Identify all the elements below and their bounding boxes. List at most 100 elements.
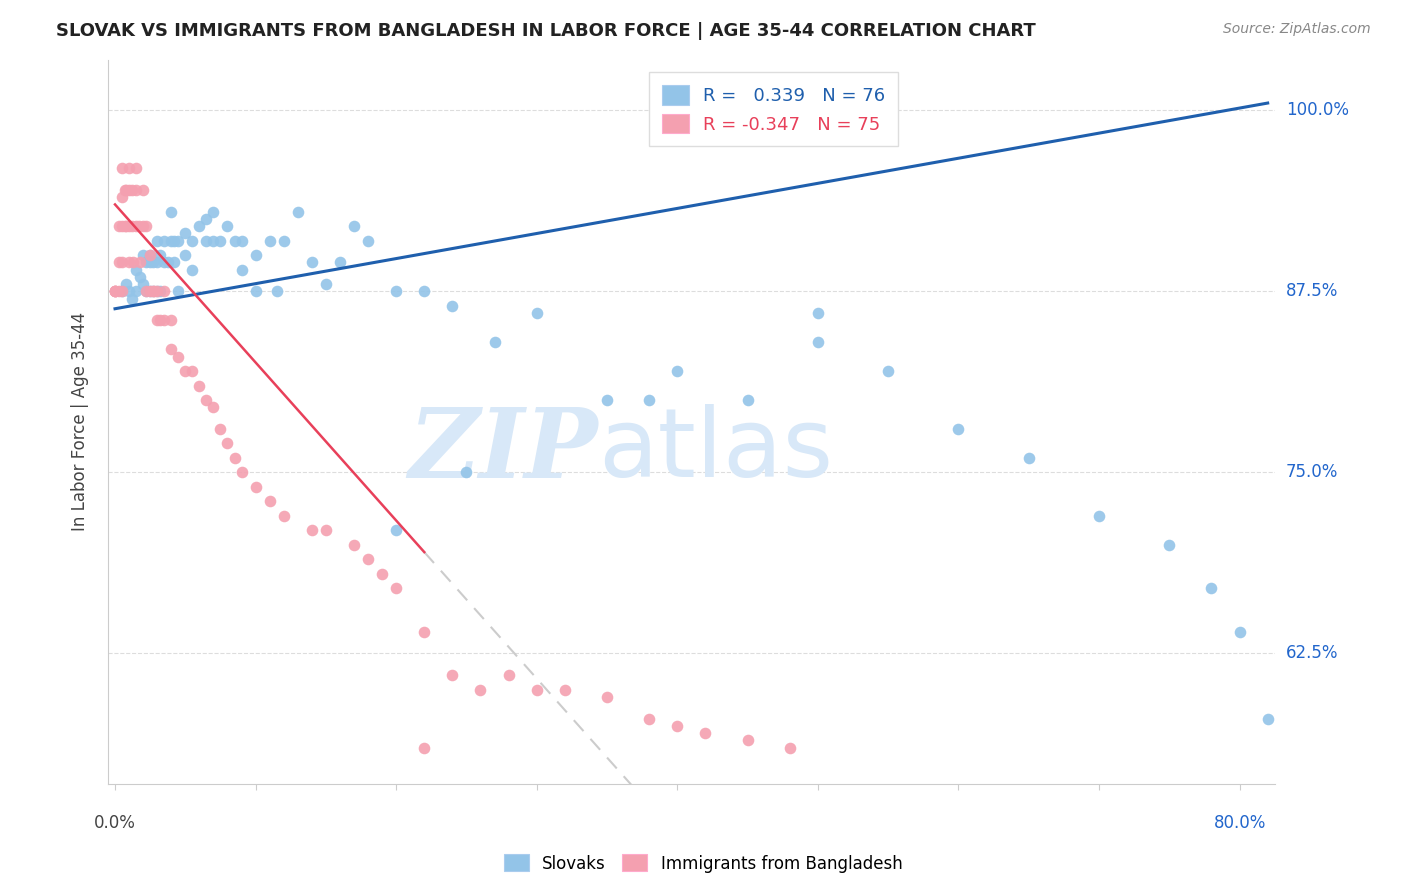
Point <box>104 285 127 299</box>
Point <box>357 234 380 248</box>
Point <box>456 466 478 480</box>
Point <box>104 285 127 299</box>
Point <box>181 364 204 378</box>
Point <box>357 552 380 566</box>
Text: SLOVAK VS IMMIGRANTS FROM BANGLADESH IN LABOR FORCE | AGE 35-44 CORRELATION CHAR: SLOVAK VS IMMIGRANTS FROM BANGLADESH IN … <box>56 22 1036 40</box>
Point <box>1159 538 1181 552</box>
Text: atlas: atlas <box>598 404 834 497</box>
Point <box>174 248 197 262</box>
Point <box>146 285 169 299</box>
Point <box>1018 450 1040 465</box>
Point <box>149 248 172 262</box>
Point <box>413 624 436 639</box>
Point <box>413 285 436 299</box>
Point <box>132 248 155 262</box>
Point <box>209 234 232 248</box>
Point <box>111 255 134 269</box>
Point <box>1229 624 1251 639</box>
Point <box>273 234 295 248</box>
Point <box>125 183 148 197</box>
Point <box>160 343 183 357</box>
Point <box>695 726 717 740</box>
Point <box>273 508 295 523</box>
Point <box>596 392 619 407</box>
Text: Source: ZipAtlas.com: Source: ZipAtlas.com <box>1223 22 1371 37</box>
Point <box>132 183 155 197</box>
Point <box>737 733 759 747</box>
Point <box>111 161 134 176</box>
Point <box>111 219 134 234</box>
Point <box>202 204 225 219</box>
Point <box>385 582 408 596</box>
Point <box>217 436 239 450</box>
Point <box>174 227 197 241</box>
Point <box>118 219 141 234</box>
Point <box>132 277 155 292</box>
Point <box>209 422 232 436</box>
Point <box>231 262 253 277</box>
Point <box>484 334 506 349</box>
Point <box>121 219 143 234</box>
Point <box>125 285 148 299</box>
Text: 62.5%: 62.5% <box>1286 645 1339 663</box>
Point <box>108 285 131 299</box>
Point <box>153 255 176 269</box>
Point <box>807 334 830 349</box>
Point <box>259 494 281 508</box>
Point <box>343 219 366 234</box>
Point <box>139 248 162 262</box>
Point <box>181 262 204 277</box>
Point <box>149 313 172 327</box>
Point <box>157 255 180 269</box>
Point <box>638 712 661 726</box>
Point <box>104 285 127 299</box>
Point <box>245 480 267 494</box>
Point <box>111 285 134 299</box>
Point <box>202 234 225 248</box>
Point <box>195 211 218 226</box>
Point <box>301 524 323 538</box>
Point <box>224 234 246 248</box>
Point <box>115 183 138 197</box>
Point <box>526 306 548 320</box>
Legend: R =   0.339   N = 76, R = -0.347   N = 75: R = 0.339 N = 76, R = -0.347 N = 75 <box>650 72 898 146</box>
Point <box>666 364 689 378</box>
Point <box>139 255 162 269</box>
Point <box>139 285 162 299</box>
Point <box>118 161 141 176</box>
Point <box>315 524 337 538</box>
Point <box>132 219 155 234</box>
Point <box>1201 582 1223 596</box>
Point <box>231 466 253 480</box>
Point <box>163 234 186 248</box>
Point <box>596 690 619 704</box>
Point <box>114 219 136 234</box>
Point <box>142 255 165 269</box>
Point <box>245 248 267 262</box>
Point <box>315 277 337 292</box>
Point <box>121 183 143 197</box>
Point <box>149 285 172 299</box>
Point <box>118 255 141 269</box>
Point <box>146 313 169 327</box>
Text: 75.0%: 75.0% <box>1286 464 1339 482</box>
Point <box>125 262 148 277</box>
Point <box>153 234 176 248</box>
Point <box>554 682 576 697</box>
Point <box>413 740 436 755</box>
Point <box>125 161 148 176</box>
Point <box>301 255 323 269</box>
Point <box>146 255 169 269</box>
Point <box>160 234 183 248</box>
Point <box>385 524 408 538</box>
Text: 100.0%: 100.0% <box>1286 102 1348 120</box>
Point <box>195 392 218 407</box>
Point <box>245 285 267 299</box>
Point <box>153 313 176 327</box>
Point <box>122 255 145 269</box>
Point <box>139 285 162 299</box>
Point <box>108 219 131 234</box>
Point <box>146 285 169 299</box>
Point <box>329 255 352 269</box>
Point <box>111 285 134 299</box>
